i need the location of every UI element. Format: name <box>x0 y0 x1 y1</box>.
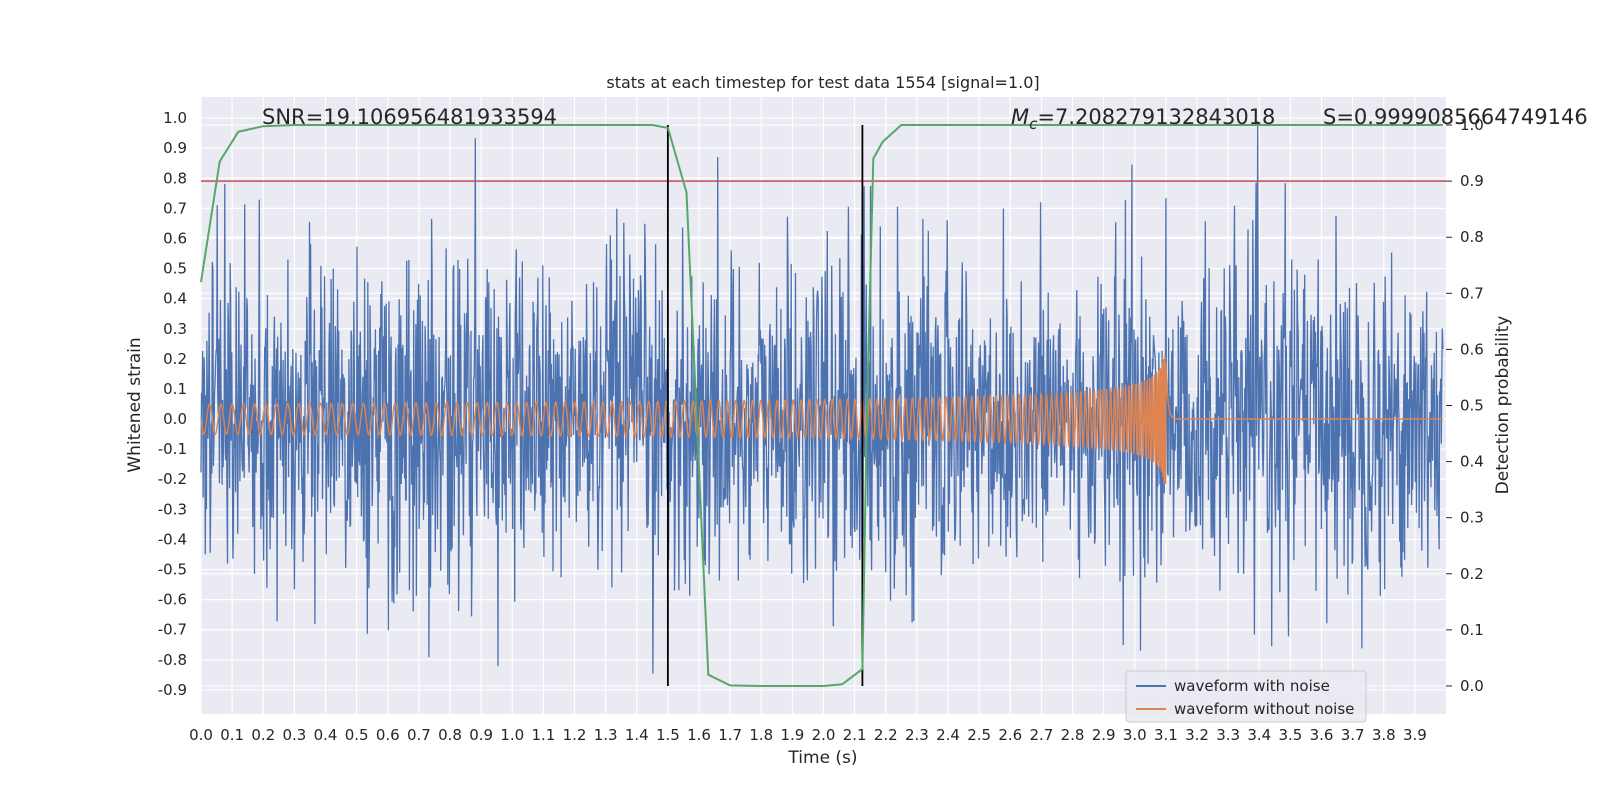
x-tick-label: 1.1 <box>531 726 555 744</box>
y2-tick-label: 0.1 <box>1460 621 1484 639</box>
y-tick-label: 0.6 <box>163 229 187 247</box>
x-tick-label: 3.1 <box>1154 726 1178 744</box>
x-tick-label: 1.7 <box>718 726 742 744</box>
y-tick-label: -0.1 <box>158 440 187 458</box>
y2-tick-label: 1.0 <box>1460 116 1484 134</box>
series-waveform-without-noise <box>200 355 1443 485</box>
y-tick-label: -0.6 <box>158 591 187 609</box>
y-tick-label: -0.9 <box>158 681 187 699</box>
x-tick-label: 3.5 <box>1278 726 1302 744</box>
legend: waveform with noise waveform without noi… <box>1125 670 1367 723</box>
x-tick-label: 1.8 <box>749 726 773 744</box>
y-tick-label: -0.4 <box>158 530 187 548</box>
x-tick-label: 2.1 <box>843 726 867 744</box>
grid <box>200 97 1446 714</box>
x-axis-label: Time (s) <box>787 748 857 768</box>
x-tick-label: 2.9 <box>1092 726 1116 744</box>
x-tick-label: 1.9 <box>780 726 804 744</box>
chirp-mass-value: =7.208279132843018 <box>1037 105 1275 129</box>
legend-label-noise: waveform with noise <box>1174 677 1330 695</box>
y-tick-label: -0.8 <box>158 651 187 669</box>
y-tick-label: -0.7 <box>158 621 187 639</box>
x-tick-label: 2.4 <box>936 726 960 744</box>
x-tick-label: 3.2 <box>1185 726 1209 744</box>
x-tick-label: 2.5 <box>967 726 991 744</box>
detection-probability-line <box>200 124 1443 687</box>
y2-tick-label: 0.9 <box>1460 172 1484 190</box>
waveform-with-noise-line <box>200 121 1444 674</box>
x-tick-label: 1.4 <box>625 726 649 744</box>
legend-box <box>1125 670 1367 723</box>
x-tick-label: 2.0 <box>812 726 836 744</box>
x-tick-label: 0.9 <box>469 726 493 744</box>
x-tick-label: 2.8 <box>1061 726 1085 744</box>
x-tick-label: 1.6 <box>687 726 711 744</box>
x-tick-label: 0.1 <box>220 726 244 744</box>
x-tick-label: 0.5 <box>345 726 369 744</box>
x-tick-label: 3.7 <box>1341 726 1365 744</box>
series-detection-probability <box>200 124 1443 687</box>
y-tick-label: -0.2 <box>158 470 187 488</box>
snr-annotation: SNR=19.106956481933594 <box>262 105 557 129</box>
chirp-mass-subscript: c <box>1029 115 1038 133</box>
y-tick-label: -0.5 <box>158 561 187 579</box>
x-tick-label: 0.4 <box>314 726 338 744</box>
y-tick-label: 0.2 <box>163 350 187 368</box>
y2-tick-label: 0.8 <box>1460 228 1484 246</box>
x-tick-label: 1.3 <box>594 726 618 744</box>
x-tick-label: 3.3 <box>1216 726 1240 744</box>
x-tick-label: 0.2 <box>251 726 275 744</box>
s-annotation: S=0.9999085664749146 <box>1323 105 1588 129</box>
y-tick-label: 0.1 <box>163 380 187 398</box>
series-waveform-with-noise <box>200 121 1444 674</box>
y-axis-label: Whitened strain <box>125 337 145 472</box>
x-tick-label: 0.0 <box>189 726 213 744</box>
ticks: 0.0 0.1 0.2 0.3 0.4 0.5 0.6 0.7 0.8 0.9 1.0 1.1 1.2 1… <box>158 109 1484 744</box>
legend-label-clean: waveform without noise <box>1174 700 1354 718</box>
x-tick-label: 1.2 <box>563 726 587 744</box>
y2-tick-label: 0.4 <box>1460 453 1484 471</box>
y-tick-label: 0.8 <box>163 169 187 187</box>
y2-tick-label: 0.5 <box>1460 397 1484 415</box>
x-tick-label: 3.9 <box>1403 726 1427 744</box>
x-tick-label: 0.8 <box>438 726 462 744</box>
x-tick-label: 2.3 <box>905 726 929 744</box>
y2-tick-label: 0.6 <box>1460 340 1484 358</box>
x-tick-label: 3.0 <box>1123 726 1147 744</box>
x-tick-label: 0.6 <box>376 726 400 744</box>
y2-tick-label: 0.3 <box>1460 509 1484 527</box>
overlay-lines <box>201 125 1446 686</box>
y-tick-label: 0.5 <box>163 260 187 278</box>
y2-tick-label: 0.7 <box>1460 284 1484 302</box>
chart-title: stats at each timestep for test data 155… <box>606 73 1039 92</box>
y2-tick-label: 0.2 <box>1460 565 1484 583</box>
chirp-mass-annotation: Mc=7.208279132843018 <box>1011 105 1275 133</box>
y-tick-label: 0.7 <box>163 199 187 217</box>
x-tick-label: 3.6 <box>1310 726 1334 744</box>
x-tick-label: 2.7 <box>1029 726 1053 744</box>
x-tick-label: 2.6 <box>998 726 1022 744</box>
y2-tick-label: 0.0 <box>1460 677 1484 695</box>
y-tick-label: 0.3 <box>163 320 187 338</box>
chirp-mass-symbol: M <box>1011 105 1029 129</box>
x-tick-label: 3.4 <box>1247 726 1271 744</box>
y-tick-label: 0.4 <box>163 290 187 308</box>
x-tick-label: 2.2 <box>874 726 898 744</box>
x-tick-label: 3.8 <box>1372 726 1396 744</box>
waveform-without-noise-line <box>200 355 1443 485</box>
y-tick-label: 0.0 <box>163 410 187 428</box>
y2-axis-label: Detection probability <box>1493 316 1513 495</box>
y-tick-label: 1.0 <box>163 109 187 127</box>
x-tick-label: 0.3 <box>282 726 306 744</box>
x-tick-label: 1.5 <box>656 726 680 744</box>
x-tick-label: 0.7 <box>407 726 431 744</box>
y-tick-label: -0.3 <box>158 500 187 518</box>
x-tick-label: 1.0 <box>500 726 524 744</box>
y-tick-label: 0.9 <box>163 139 187 157</box>
